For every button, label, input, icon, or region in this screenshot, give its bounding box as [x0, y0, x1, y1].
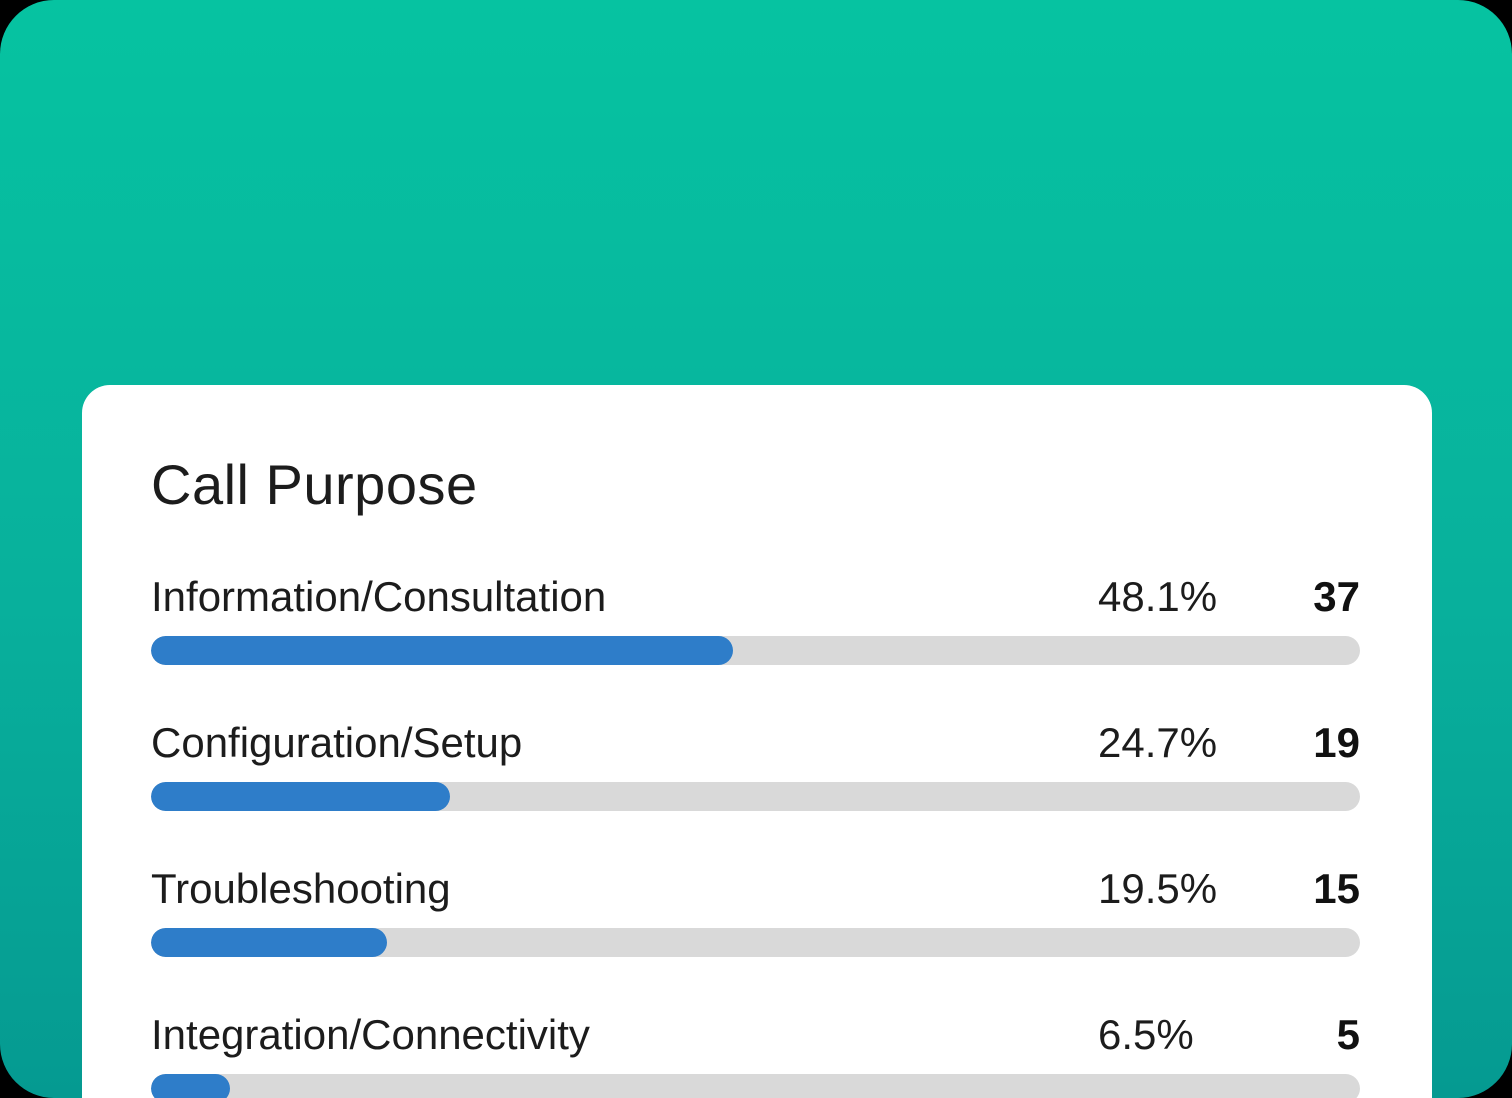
count-value: 37: [1313, 573, 1360, 621]
card-title: Call Purpose: [151, 453, 478, 516]
progress-bar-fill: [151, 1074, 230, 1098]
bar-row: Configuration/Setup 24.7% 19: [151, 718, 1360, 812]
progress-bar-track: [151, 782, 1360, 812]
progress-bar-track: [151, 928, 1360, 958]
bar-row: Information/Consultation 48.1% 37: [151, 572, 1360, 666]
bar-list: Information/Consultation 48.1% 37 Config…: [151, 572, 1360, 1098]
progress-bar-fill: [151, 782, 450, 812]
bar-row-header: Configuration/Setup 24.7% 19: [151, 718, 1360, 768]
progress-bar-fill: [151, 636, 733, 666]
category-label: Configuration/Setup: [151, 719, 523, 767]
percentage-value: 24.7%: [1098, 719, 1218, 767]
bar-row: Integration/Connectivity 6.5% 5: [151, 1010, 1360, 1098]
call-purpose-card: Call Purpose Information/Consultation 48…: [82, 385, 1432, 1098]
count-value: 19: [1313, 719, 1360, 767]
category-label: Integration/Connectivity: [151, 1011, 590, 1059]
count-value: 5: [1336, 1011, 1360, 1059]
progress-bar-fill: [151, 928, 387, 958]
bar-row: Troubleshooting 19.5% 15: [151, 864, 1360, 958]
progress-bar-track: [151, 636, 1360, 666]
bar-row-header: Integration/Connectivity 6.5% 5: [151, 1010, 1360, 1060]
bar-row-header: Troubleshooting 19.5% 15: [151, 864, 1360, 914]
percentage-value: 19.5%: [1098, 865, 1218, 913]
category-label: Troubleshooting: [151, 865, 451, 913]
bar-row-header: Information/Consultation 48.1% 37: [151, 572, 1360, 622]
percentage-value: 48.1%: [1098, 573, 1218, 621]
percentage-value: 6.5%: [1098, 1011, 1194, 1059]
progress-bar-track: [151, 1074, 1360, 1098]
count-value: 15: [1313, 865, 1360, 913]
category-label: Information/Consultation: [151, 573, 607, 621]
